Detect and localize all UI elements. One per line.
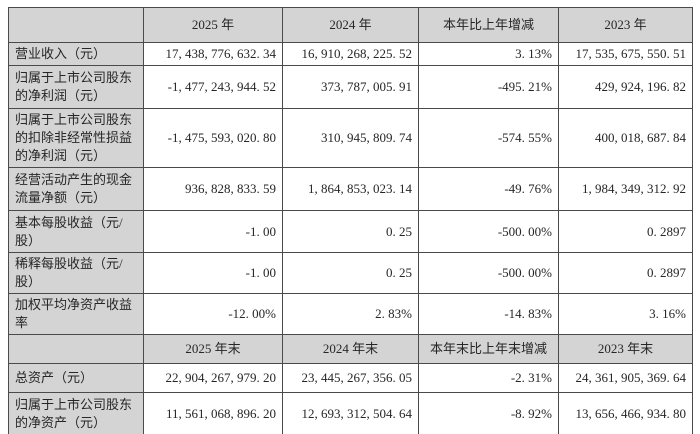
cell-net-profit-excl-2023: 400, 018, 687. 84 <box>558 108 693 168</box>
cell-net-assets-change: -8. 92% <box>418 392 559 434</box>
cell-roe-2023: 3. 16% <box>558 293 693 335</box>
cell-net-profit-2023: 429, 924, 196. 82 <box>558 65 693 109</box>
cell-roe-change: -14. 83% <box>418 293 559 335</box>
column-header-2024: 2024 年 <box>282 7 419 43</box>
row-label-weighted-avg-roe: 加权平均净资产收益率 <box>8 293 144 335</box>
cell-basic-eps-2023: 0. 2897 <box>558 210 693 253</box>
row-label-revenue: 营业收入（元） <box>8 42 144 66</box>
cell-cash-flow-2025: 936, 828, 833. 59 <box>143 167 283 211</box>
cell-basic-eps-2025: -1. 00 <box>143 210 283 253</box>
cell-diluted-eps-2023: 0. 2897 <box>558 252 693 294</box>
cell-revenue-change: 3. 13% <box>418 42 559 66</box>
cell-net-assets-2025: 11, 561, 068, 896. 20 <box>143 392 283 434</box>
cell-net-profit-excl-2025: -1, 475, 593, 020. 80 <box>143 108 283 168</box>
cell-net-profit-change: -495. 21% <box>418 65 559 109</box>
table-row-weighted-avg-roe: 加权平均净资产收益率 -12. 00% 2. 83% -14. 83% 3. 1… <box>8 293 693 335</box>
cell-total-assets-2023: 24, 361, 905, 369. 64 <box>558 363 693 393</box>
cell-roe-2025: -12. 00% <box>143 293 283 335</box>
cell-net-profit-2024: 373, 787, 005. 91 <box>282 65 419 109</box>
table-row-net-profit: 归属于上市公司股东的净利润（元） -1, 477, 243, 944. 52 3… <box>8 65 693 109</box>
row-label-basic-eps: 基本每股收益（元/股） <box>8 210 144 253</box>
table-row-basic-eps: 基本每股收益（元/股） -1. 00 0. 25 -500. 00% 0. 28… <box>8 210 693 253</box>
cell-cash-flow-2024: 1, 864, 853, 023. 14 <box>282 167 419 211</box>
cell-revenue-2025: 17, 438, 776, 632. 34 <box>143 42 283 66</box>
table-row-net-profit-excl-nonrecurring: 归属于上市公司股东的扣除非经常性损益的净利润（元） -1, 475, 593, … <box>8 108 693 168</box>
cell-cash-flow-change: -49. 76% <box>418 167 559 211</box>
cell-diluted-eps-2024: 0. 25 <box>282 252 419 294</box>
row-label-total-assets: 总资产（元） <box>8 363 144 393</box>
cell-revenue-2024: 16, 910, 268, 225. 52 <box>282 42 419 66</box>
row-label-net-assets: 归属于上市公司股东的净资产（元） <box>8 392 144 434</box>
table-row-net-assets: 归属于上市公司股东的净资产（元） 11, 561, 068, 896. 20 1… <box>8 392 693 434</box>
cell-basic-eps-2024: 0. 25 <box>282 210 419 253</box>
column-header-2025: 2025 年 <box>143 7 283 43</box>
cell-net-profit-excl-2024: 310, 945, 809. 74 <box>282 108 419 168</box>
cell-basic-eps-change: -500. 00% <box>418 210 559 253</box>
cell-roe-2024: 2. 83% <box>282 293 419 335</box>
corner-cell-empty <box>8 7 144 43</box>
financial-summary-table: 2025 年 2024 年 本年比上年增减 2023 年 营业收入（元） 17,… <box>8 7 693 434</box>
cell-net-profit-2025: -1, 477, 243, 944. 52 <box>143 65 283 109</box>
row-label-diluted-eps: 稀释每股收益（元/股） <box>8 252 144 294</box>
column-header-2023: 2023 年 <box>558 7 693 43</box>
cell-total-assets-2025: 22, 904, 267, 979. 20 <box>143 363 283 393</box>
table-row-revenue: 营业收入（元） 17, 438, 776, 632. 34 16, 910, 2… <box>8 42 693 66</box>
table-row-operating-cash-flow: 经营活动产生的现金流量净额（元） 936, 828, 833. 59 1, 86… <box>8 167 693 211</box>
column-header-2024-end: 2024 年末 <box>282 334 419 364</box>
header-row-annual: 2025 年 2024 年 本年比上年增减 2023 年 <box>8 7 693 43</box>
column-header-2023-end: 2023 年末 <box>558 334 693 364</box>
cell-net-assets-2024: 12, 693, 312, 504. 64 <box>282 392 419 434</box>
cell-total-assets-change: -2. 31% <box>418 363 559 393</box>
header-row-period-end: 2025 年末 2024 年末 本年末比上年末增减 2023 年末 <box>8 334 693 364</box>
cell-revenue-2023: 17, 535, 675, 550. 51 <box>558 42 693 66</box>
cell-cash-flow-2023: 1, 984, 349, 312. 92 <box>558 167 693 211</box>
cell-diluted-eps-2025: -1. 00 <box>143 252 283 294</box>
table-row-total-assets: 总资产（元） 22, 904, 267, 979. 20 23, 445, 26… <box>8 363 693 393</box>
row-label-operating-cash-flow: 经营活动产生的现金流量净额（元） <box>8 167 144 211</box>
row-label-net-profit-excl-nonrecurring: 归属于上市公司股东的扣除非经常性损益的净利润（元） <box>8 108 144 168</box>
cell-diluted-eps-change: -500. 00% <box>418 252 559 294</box>
cell-net-assets-2023: 13, 656, 466, 934. 80 <box>558 392 693 434</box>
column-header-period-end-change: 本年末比上年末增减 <box>418 334 559 364</box>
cell-total-assets-2024: 23, 445, 267, 356. 05 <box>282 363 419 393</box>
column-header-2025-end: 2025 年末 <box>143 334 283 364</box>
cell-net-profit-excl-change: -574. 55% <box>418 108 559 168</box>
table-row-diluted-eps: 稀释每股收益（元/股） -1. 00 0. 25 -500. 00% 0. 28… <box>8 252 693 294</box>
column-header-yoy-change: 本年比上年增减 <box>418 7 559 43</box>
corner-cell-empty-2 <box>8 334 144 364</box>
row-label-net-profit: 归属于上市公司股东的净利润（元） <box>8 65 144 109</box>
